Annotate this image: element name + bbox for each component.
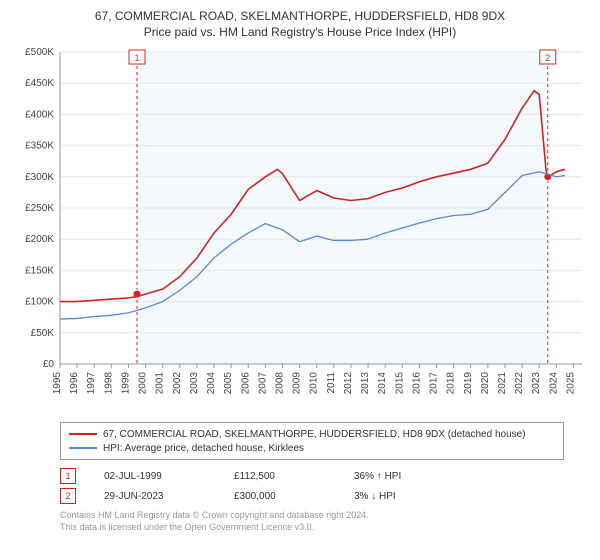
legend-label-property: 67, COMMERCIAL ROAD, SKELMANTHORPE, HUDD…: [103, 429, 526, 440]
svg-text:2021: 2021: [497, 372, 508, 395]
marker-price-1: £112,500: [234, 471, 354, 482]
svg-text:1: 1: [135, 53, 140, 63]
svg-text:2004: 2004: [206, 372, 217, 395]
credits-line1: Contains HM Land Registry data © Crown c…: [60, 510, 588, 522]
legend-item-property: 67, COMMERCIAL ROAD, SKELMANTHORPE, HUDD…: [69, 427, 555, 441]
svg-text:1998: 1998: [103, 372, 114, 395]
svg-text:2024: 2024: [548, 372, 559, 395]
credits: Contains HM Land Registry data © Crown c…: [60, 510, 588, 533]
svg-text:2011: 2011: [326, 372, 337, 394]
chart-area: £0 £50K £100K £150K £200K £250K £300K £350K £400…: [12, 44, 588, 414]
svg-text:£150K: £150K: [25, 266, 54, 277]
svg-text:2007: 2007: [257, 372, 268, 395]
svg-text:2013: 2013: [360, 372, 371, 395]
svg-text:£0: £0: [43, 359, 55, 370]
title-line1: 67, COMMERCIAL ROAD, SKELMANTHORPE, HUDD…: [12, 8, 588, 24]
marker-date-1: 02-JUL-1999: [104, 471, 234, 482]
marker-badge-2: 2: [60, 488, 76, 504]
svg-text:1999: 1999: [120, 372, 131, 395]
marker-date-2: 29-JUN-2023: [104, 491, 234, 502]
svg-text:2: 2: [545, 53, 550, 63]
svg-text:2016: 2016: [411, 372, 422, 395]
svg-text:2003: 2003: [189, 372, 200, 395]
marker-delta-2: 3% ↓ HPI: [354, 491, 474, 502]
marker-row-2: 2 29-JUN-2023 £300,000 3% ↓ HPI: [60, 486, 588, 506]
marker-badge-1: 1: [60, 468, 76, 484]
legend-label-hpi: HPI: Average price, detached house, Kirk…: [103, 443, 304, 454]
svg-text:2012: 2012: [343, 372, 354, 395]
marker-delta-1: 36% ↑ HPI: [354, 471, 474, 482]
svg-text:2022: 2022: [514, 372, 525, 395]
svg-text:2020: 2020: [480, 372, 491, 395]
svg-text:2025: 2025: [565, 372, 576, 395]
svg-text:2019: 2019: [463, 372, 474, 395]
legend-item-hpi: HPI: Average price, detached house, Kirk…: [69, 441, 555, 455]
svg-text:2014: 2014: [377, 372, 388, 395]
svg-text:£500K: £500K: [25, 47, 54, 58]
legend-swatch-property: [69, 433, 97, 435]
chart-title: 67, COMMERCIAL ROAD, SKELMANTHORPE, HUDD…: [12, 8, 588, 40]
legend: 67, COMMERCIAL ROAD, SKELMANTHORPE, HUDD…: [60, 422, 564, 460]
svg-text:£300K: £300K: [25, 172, 54, 183]
price-chart-svg: £0 £50K £100K £150K £200K £250K £300K £350K £400…: [12, 44, 588, 414]
svg-text:2002: 2002: [172, 372, 183, 395]
svg-text:2005: 2005: [223, 372, 234, 395]
legend-swatch-hpi: [69, 447, 97, 449]
svg-text:£100K: £100K: [25, 297, 54, 308]
svg-text:1995: 1995: [52, 372, 63, 395]
svg-text:£50K: £50K: [31, 328, 55, 339]
svg-text:2017: 2017: [429, 372, 440, 395]
svg-text:2001: 2001: [155, 372, 166, 395]
svg-text:£200K: £200K: [25, 235, 54, 246]
svg-text:£350K: £350K: [25, 141, 54, 152]
svg-text:£450K: £450K: [25, 79, 54, 90]
credits-line2: This data is licensed under the Open Gov…: [60, 522, 588, 534]
svg-text:2023: 2023: [531, 372, 542, 395]
marker-row-1: 1 02-JUL-1999 £112,500 36% ↑ HPI: [60, 466, 588, 486]
svg-text:£250K: £250K: [25, 203, 54, 214]
svg-text:2006: 2006: [240, 372, 251, 395]
svg-text:2009: 2009: [292, 372, 303, 395]
svg-text:1996: 1996: [69, 372, 80, 395]
svg-text:2010: 2010: [309, 372, 320, 395]
marker-table: 1 02-JUL-1999 £112,500 36% ↑ HPI 2 29-JU…: [60, 466, 588, 506]
svg-text:2018: 2018: [446, 372, 457, 395]
title-line2: Price paid vs. HM Land Registry's House …: [12, 24, 588, 40]
svg-text:2000: 2000: [138, 372, 149, 395]
svg-text:£400K: £400K: [25, 110, 54, 121]
svg-text:2008: 2008: [274, 372, 285, 395]
marker-price-2: £300,000: [234, 491, 354, 502]
svg-text:1997: 1997: [86, 372, 97, 395]
svg-text:2015: 2015: [394, 372, 405, 395]
